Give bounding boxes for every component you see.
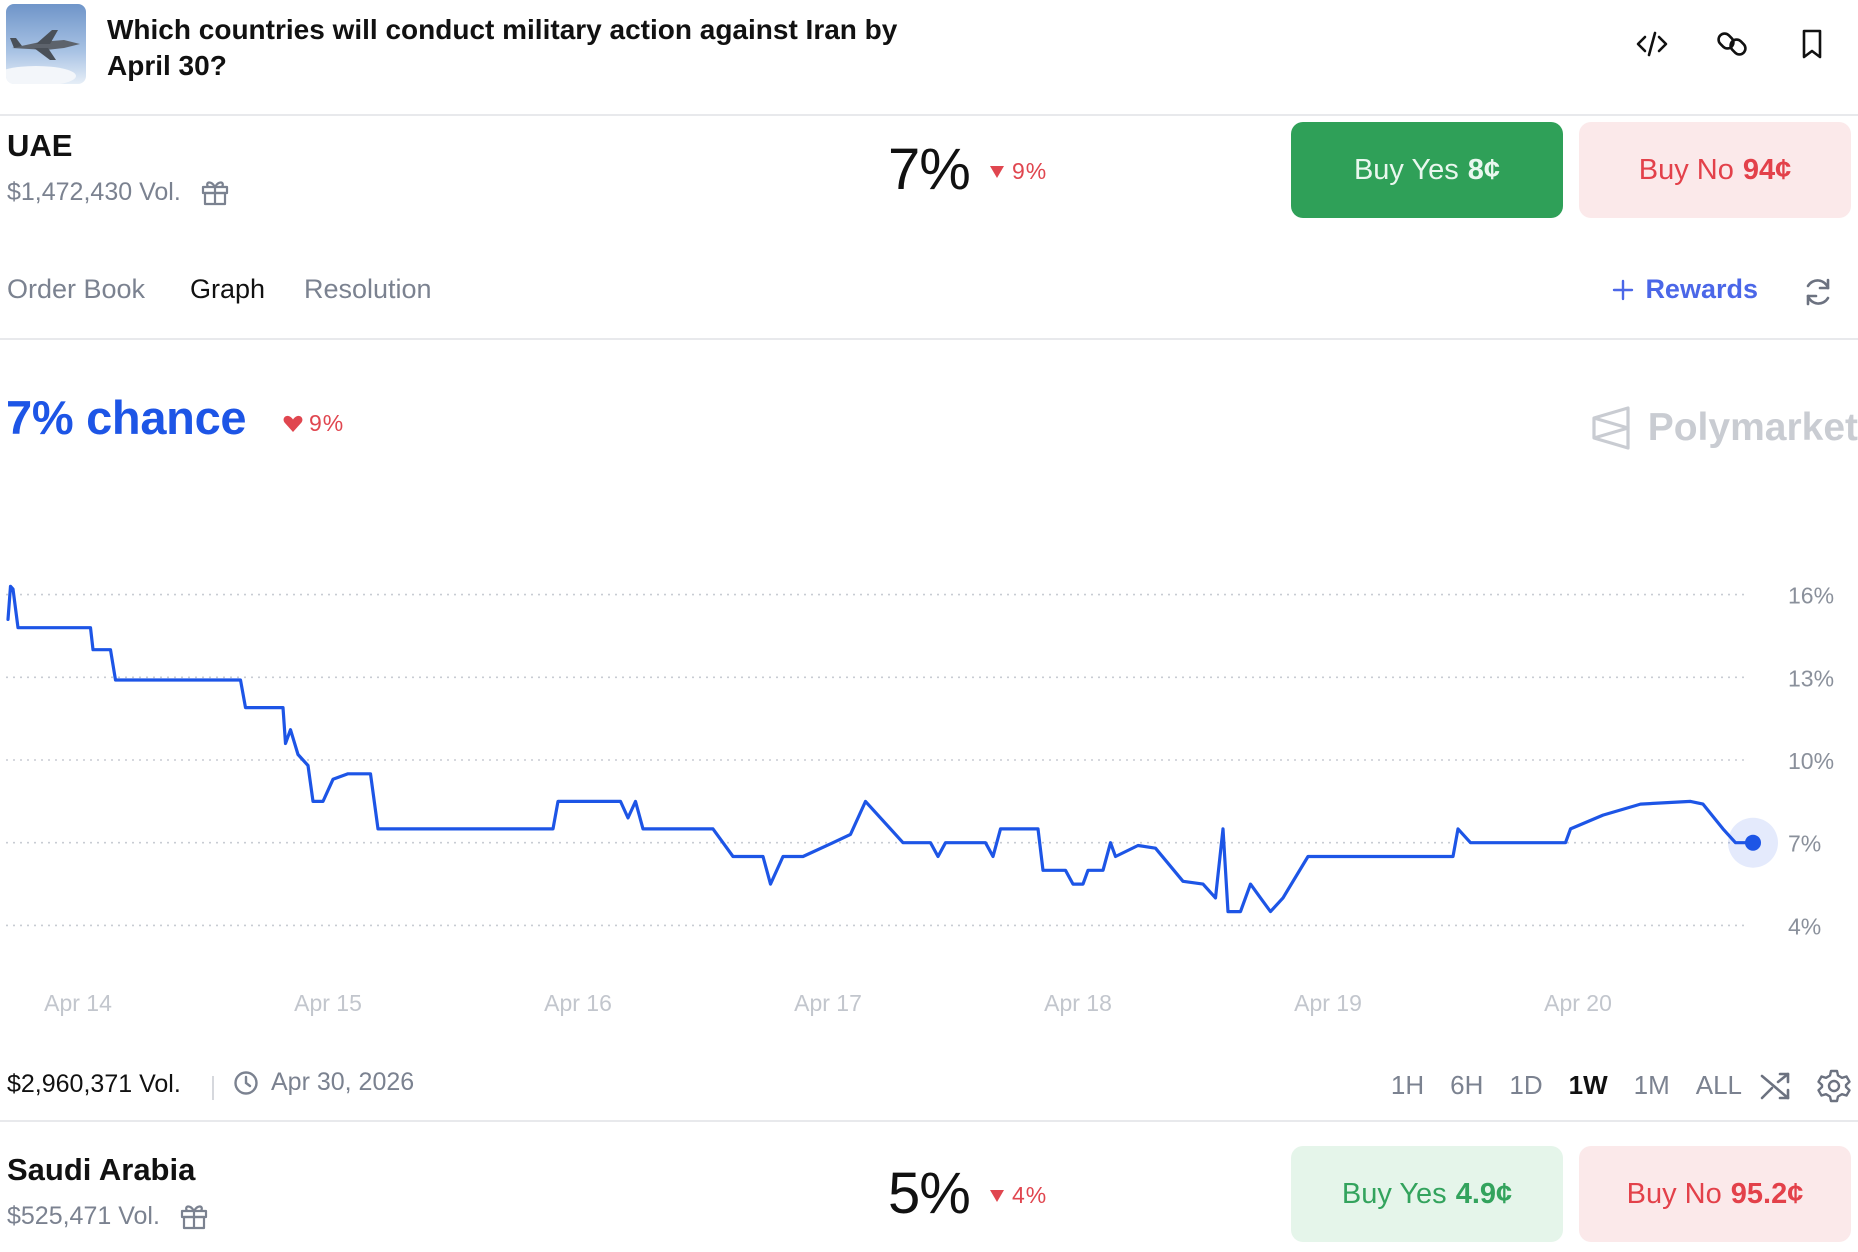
outcome-name: UAE [7, 128, 73, 163]
embed-icon[interactable] [1630, 22, 1674, 66]
down-heart-icon [283, 415, 303, 432]
chart-grid [6, 593, 1748, 927]
range-1m[interactable]: 1M [1633, 1070, 1670, 1100]
buy-yes-button[interactable]: Buy Yes 8¢ [1291, 122, 1563, 218]
buy-yes-label: Buy Yes [1341, 1177, 1447, 1210]
buy-yes-price: 4.9¢ [1455, 1177, 1513, 1210]
outcome-row-uae[interactable]: UAE $1,472,430 Vol. 7% 9% Buy Yes 8¢ Buy… [0, 116, 1858, 260]
outcome-percent: 7% [888, 137, 971, 202]
outcome-volume-text: $525,471 Vol. [7, 1201, 160, 1230]
rewards-label: Rewards [1645, 274, 1758, 304]
settings-gear-icon[interactable] [1816, 1068, 1852, 1104]
buy-yes-label: Buy Yes [1353, 153, 1459, 186]
buy-yes-button[interactable]: Buy Yes 4.9¢ [1291, 1146, 1563, 1242]
shuffle-icon[interactable] [1758, 1068, 1794, 1104]
range-6h[interactable]: 6H [1450, 1070, 1484, 1100]
market-title: Which countries will conduct military ac… [107, 14, 898, 81]
x-tick-label: Apr 14 [44, 990, 112, 1016]
plus-icon [1613, 279, 1634, 300]
tab-graph[interactable]: Graph [190, 274, 266, 304]
x-tick-label: Apr 18 [1044, 990, 1112, 1016]
bookmark-icon[interactable] [1790, 22, 1834, 66]
outcome-name: Saudi Arabia [7, 1152, 196, 1187]
price-line [6, 584, 1755, 914]
price-chart[interactable]: 16%13%10%7%4% Apr 14 Apr 15 Apr 16 Apr 17 Ap… [0, 560, 1858, 1030]
tab-order-book[interactable]: Order Book [7, 274, 146, 304]
y-tick-label: 13% [1788, 665, 1834, 691]
current-point[interactable] [1745, 834, 1761, 851]
range-1h[interactable]: 1H [1390, 1070, 1425, 1100]
x-tick-label: Apr 16 [544, 990, 612, 1016]
outcome-change: 4% [990, 1182, 1047, 1209]
x-tick-label: Apr 15 [294, 990, 362, 1016]
end-date-text: Apr 30, 2026 [271, 1068, 415, 1096]
buy-no-label: Buy No [1626, 1177, 1722, 1210]
buy-no-label: Buy No [1638, 153, 1734, 186]
clock-icon [234, 1070, 258, 1095]
end-date: Apr 30, 2026 [233, 1068, 414, 1097]
chart-footer: $2,960,371 Vol. Apr 30, 2026 1H 6H 1D 1W… [0, 1060, 1858, 1122]
brand-name: Polymarket [1647, 406, 1858, 449]
range-all[interactable]: ALL [1695, 1070, 1742, 1100]
outcome-change-value: 9% [1012, 158, 1048, 184]
divider [212, 1076, 214, 1100]
buy-no-button[interactable]: Buy No 95.2¢ [1579, 1146, 1851, 1242]
market-thumbnail [6, 4, 86, 84]
range-1w[interactable]: 1W [1568, 1070, 1608, 1100]
market-header: Which countries will conduct military ac… [0, 0, 1858, 116]
outcome-volume-text: $1,472,430 Vol. [7, 177, 181, 206]
buy-no-price: 94¢ [1742, 153, 1792, 186]
y-tick-label: 4% [1788, 913, 1821, 939]
y-axis: 16% 13% 10% 7% 4% [1788, 583, 1834, 940]
gift-icon[interactable] [178, 1200, 210, 1232]
range-1d[interactable]: 1D [1509, 1070, 1543, 1100]
y-tick-label: 16% [1788, 583, 1834, 609]
rewards-button[interactable]: Rewards [1611, 274, 1758, 305]
chance-change-value: 9% [309, 410, 345, 436]
time-range-selector: 1H 6H 1D 1W 1M ALL [1391, 1070, 1742, 1101]
outcome-volume: $1,472,430 Vol. [7, 176, 231, 208]
tab-resolution[interactable]: Resolution [304, 274, 432, 304]
outcome-volume: $525,471 Vol. [7, 1200, 210, 1232]
x-axis: Apr 14 Apr 15 Apr 16 Apr 17 Apr 18 Apr 19 Apr … [44, 990, 1612, 1016]
link-icon[interactable] [1710, 22, 1754, 66]
x-tick-label: Apr 19 [1294, 990, 1362, 1016]
x-tick-label: Apr 17 [794, 990, 862, 1016]
polymarket-logo: Polymarket [1590, 405, 1858, 451]
down-triangle-icon [990, 165, 1004, 178]
buy-yes-price: 8¢ [1467, 153, 1501, 186]
chance-change: 9% [283, 410, 344, 437]
chance-value: 7% chance [6, 391, 247, 444]
outcome-tabs: Order Book Graph Resolution Rewards [0, 260, 1858, 340]
buy-no-price: 95.2¢ [1730, 1177, 1804, 1210]
outcome-change: 9% [990, 158, 1047, 185]
x-tick-label: Apr 20 [1544, 990, 1612, 1016]
y-tick-label: 10% [1788, 748, 1834, 774]
outcome-percent: 5% [888, 1161, 971, 1226]
outcome-change-value: 4% [1012, 1182, 1048, 1208]
refresh-icon[interactable] [1800, 274, 1836, 310]
outcome-row-saudi-arabia[interactable]: Saudi Arabia $525,471 Vol. 5% 4% Buy Yes… [0, 1124, 1858, 1252]
down-triangle-icon [990, 1189, 1004, 1202]
gift-icon[interactable] [199, 176, 231, 208]
buy-no-button[interactable]: Buy No 94¢ [1579, 122, 1851, 218]
polymarket-logo-icon [1592, 406, 1630, 450]
total-volume: $2,960,371 Vol. [7, 1070, 181, 1098]
y-tick-label: 7% [1788, 831, 1821, 857]
